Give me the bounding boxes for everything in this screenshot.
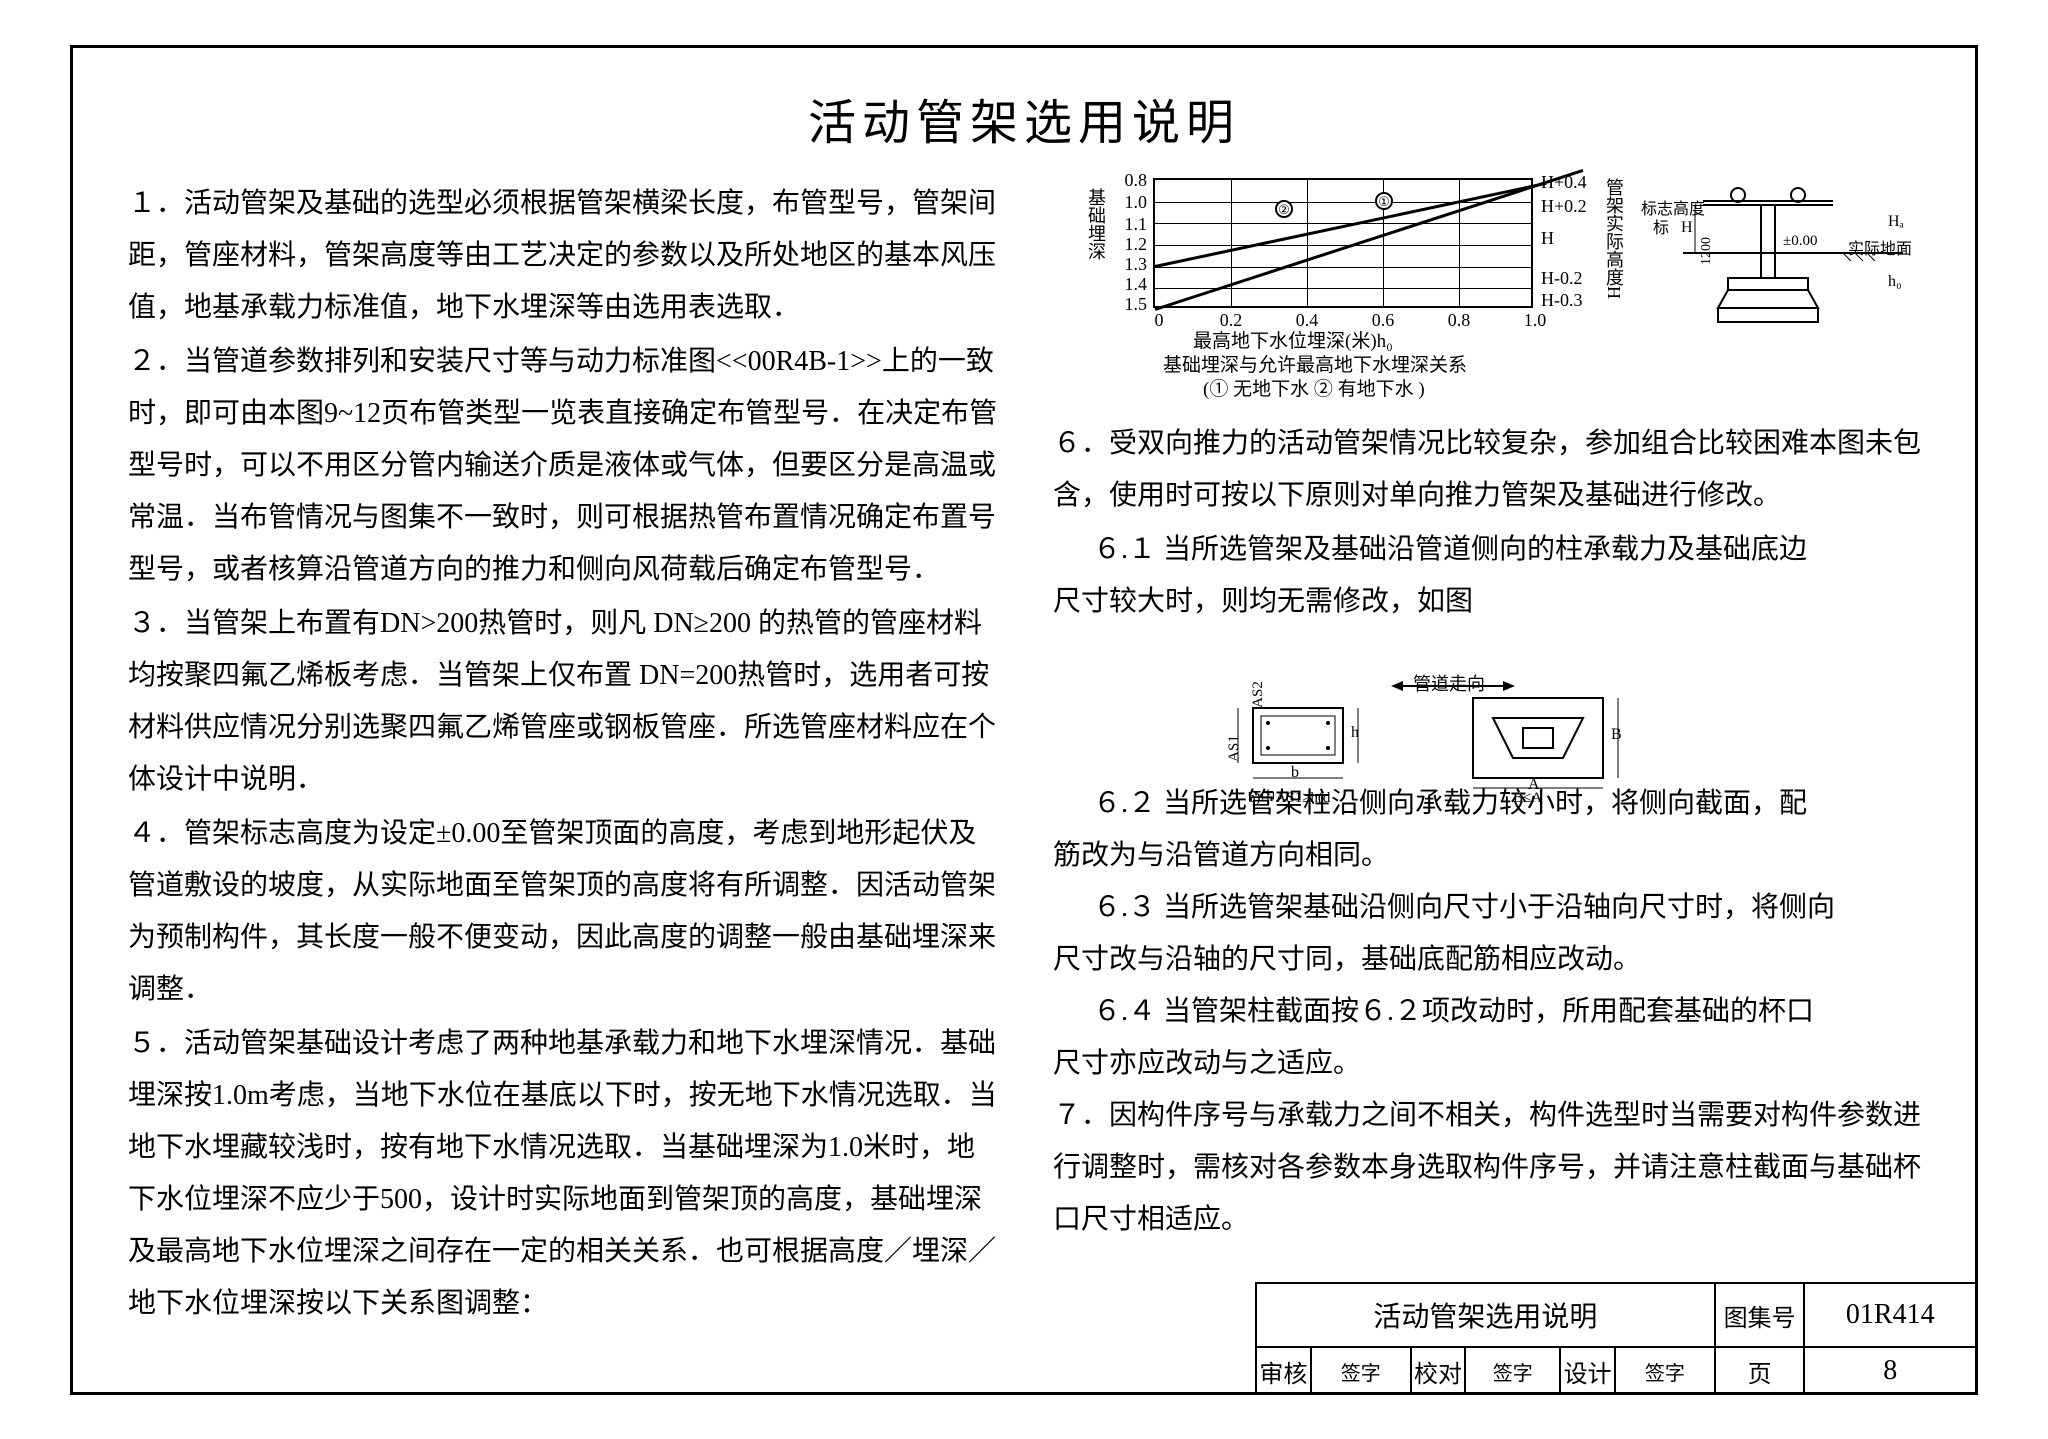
- diag-label-top: 标志高度: [1641, 201, 1705, 219]
- para-6-4b: 尺寸亦应改动与之适应。: [1053, 1038, 1923, 1090]
- sec-note-left: b)中AS1≥h(d: [1248, 786, 1330, 807]
- chart-ylabel: 1.0: [1113, 192, 1147, 213]
- tb-page-label: 页: [1716, 1348, 1806, 1394]
- chart-legend: (① 无地下水 ② 有地下水 ): [1203, 378, 1425, 402]
- chart-xlabel: 1.0: [1517, 310, 1553, 331]
- para-6-3b: 尺寸改与沿轴的尺寸同，基础底配筋相应改动。: [1053, 934, 1923, 986]
- diag-Ha: Hₐ: [1888, 213, 1904, 231]
- sec-note-right: B≤A: [1513, 790, 1542, 807]
- para-2: ２．当管道参数排列和安装尺寸等与动力标准图<<00R4B-1>>上的一致时，即可…: [128, 336, 998, 596]
- tb-atlas-label: 图集号: [1716, 1284, 1806, 1346]
- para-6-4a: ６.４ 当管架柱截面按６.２项改动时，所用配套基础的杯口: [1053, 986, 1923, 1038]
- drawing-frame: 活动管架选用说明 １．活动管架及基础的选型必须根据管架横梁长度，布管型号，管架间…: [70, 45, 1978, 1395]
- chart-xlabel: 0.2: [1213, 310, 1249, 331]
- chart-ylabel: 0.8: [1113, 170, 1147, 191]
- sec-top-label: 管道走向: [1413, 670, 1485, 696]
- chart-rlabel: H-0.2: [1541, 268, 1583, 289]
- chart-right-title: 管架实际高度H: [1601, 178, 1627, 299]
- para-6-1a: ６.１ 当所选管架及基础沿管道侧向的柱承载力及基础底边: [1053, 524, 1923, 576]
- tb-name: 活动管架选用说明: [1257, 1284, 1716, 1346]
- sec-B: B: [1611, 726, 1622, 744]
- sec-as2: AS2: [1250, 681, 1267, 708]
- chart-rlabel: H-0.3: [1541, 290, 1583, 311]
- tb-atlas-no: 01R414: [1805, 1284, 1975, 1346]
- page-title: 活动管架选用说明: [73, 83, 1975, 153]
- diag-elev: ±0.00: [1783, 233, 1817, 250]
- para-6-3a: ６.３ 当所选管架基础沿侧向尺寸小于沿轴向尺寸时，将侧向: [1053, 882, 1923, 934]
- diag-ground: 实际地面: [1848, 235, 1912, 259]
- diag-h0: h₀: [1888, 273, 1902, 291]
- tb-proof-sign: 签字: [1466, 1348, 1561, 1394]
- chart-xlabel: 0.6: [1365, 310, 1401, 331]
- right-column: ６．受双向推力的活动管架情况比较复杂，参加组合比较困难本图未包含，使用时可按以下…: [1053, 418, 1923, 1248]
- diag-H: H: [1681, 219, 1693, 237]
- chart-marker-2: ②: [1275, 200, 1293, 218]
- para-6-2b: 筋改为与沿管道方向相同。: [1053, 830, 1923, 882]
- chart-ylabel: 1.4: [1113, 274, 1147, 295]
- diag-1200: 1200: [1699, 237, 1715, 265]
- title-block: 活动管架选用说明 图集号 01R414 审核 签字 校对 签字 设计 签字 页 …: [1255, 1282, 1975, 1392]
- chart-y-title: 基础埋深: [1083, 188, 1109, 260]
- chart-ylabel: 1.1: [1113, 214, 1147, 235]
- svg-text:标: 标: [1653, 219, 1669, 237]
- sec-as1: AS1: [1226, 735, 1243, 762]
- chart-ylabel: 1.2: [1113, 234, 1147, 255]
- chart-area: 基础埋深 0.8 1.0 1.1 1.2 1.3 1.4 1.5 ① ② 0: [1083, 178, 1913, 368]
- chart-xlabel: 0.4: [1289, 310, 1325, 331]
- tb-page-no: 8: [1805, 1348, 1975, 1394]
- left-column: １．活动管架及基础的选型必须根据管架横梁长度，布管型号，管架间距，管座材料，管架…: [128, 178, 998, 1332]
- tb-check-label: 审核: [1257, 1348, 1312, 1394]
- chart-ylabel: 1.3: [1113, 254, 1147, 275]
- para-4: ４．管架标志高度为设定±0.00至管架顶面的高度，考虑到地形起伏及管道敷设的坡度…: [128, 808, 998, 1016]
- chart-x-title: 最高地下水位埋深(米)h₀: [1193, 330, 1393, 354]
- tb-design-label: 设计: [1561, 1348, 1616, 1394]
- para-6: ６．受双向推力的活动管架情况比较复杂，参加组合比较困难本图未包含，使用时可按以下…: [1053, 418, 1923, 522]
- para-5: ５．活动管架基础设计考虑了两种地基承载力和地下水埋深情况．基础埋深按1.0m考虑…: [128, 1018, 998, 1330]
- para-1: １．活动管架及基础的选型必须根据管架横梁长度，布管型号，管架间距，管座材料，管架…: [128, 178, 998, 334]
- chart-grid: ① ②: [1153, 178, 1533, 308]
- sec-h: h: [1351, 724, 1359, 742]
- para-6-1b: 尺寸较大时，则均无需修改，如图: [1053, 576, 1923, 628]
- chart-rlabel: H+0.2: [1541, 196, 1587, 217]
- section-figures: 管道走向 AS2 AS1 h b b)中AS1≥h(d A B B≤A: [1193, 668, 1693, 808]
- chart-caption: 基础埋深与允许最高地下水埋深关系: [1163, 354, 1467, 378]
- chart-marker-1: ①: [1375, 192, 1393, 210]
- tb-proof-label: 校对: [1412, 1348, 1467, 1394]
- para-3: ３．当管架上布置有DN>200热管时，则凡 DN≥200 的热管的管座材料均按聚…: [128, 598, 998, 806]
- chart-xlabel: 0.8: [1441, 310, 1477, 331]
- chart-rlabel: H: [1541, 228, 1554, 249]
- tb-check-sign: 签字: [1312, 1348, 1412, 1394]
- chart-rlabel: H+0.4: [1541, 172, 1587, 193]
- sec-b: b: [1291, 764, 1299, 782]
- foundation-diagram: 标 标志高度 ±0.00 实际地面 H Hₐ h₀ 1200: [1643, 183, 1913, 353]
- chart-xlabel: 0: [1141, 310, 1177, 331]
- tb-design-sign: 签字: [1616, 1348, 1716, 1394]
- para-7: ７．因构件序号与承载力之间不相关，构件选型时当需要对构件参数进行调整时，需核对各…: [1053, 1090, 1923, 1246]
